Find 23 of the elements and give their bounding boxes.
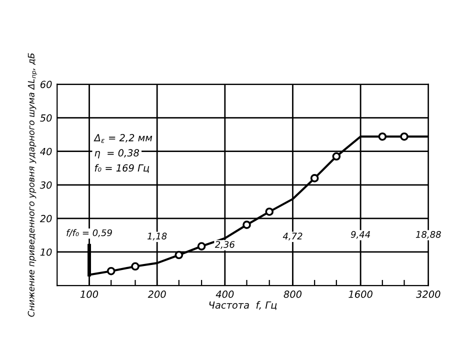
x-tick-label: 800 <box>284 290 302 298</box>
annotation: 18,88 <box>416 231 441 239</box>
annotation: 2,36 <box>214 241 235 249</box>
y-tick-label: 30 <box>40 181 52 189</box>
x-tick-label: 1600 <box>348 290 372 298</box>
y-tick-label: 60 <box>40 80 52 88</box>
y-axis-title: Снижение приведенного уровня ударного шума ΔL$_{пр}$, дБ <box>28 53 38 317</box>
y-tick-label: 50 <box>40 114 52 122</box>
annotation: 4,72 <box>282 232 302 240</box>
annotation: η = 0,38 <box>94 149 140 158</box>
y-tick-label: 20 <box>40 214 52 222</box>
annotation: 1,18 <box>147 232 167 240</box>
y-tick-label: 10 <box>40 248 52 256</box>
x-tick-label: 400 <box>216 290 234 298</box>
x-tick-label: 200 <box>148 290 166 298</box>
y-tick-label: 40 <box>40 148 52 156</box>
x-axis-title: Частота f, Гц <box>209 301 277 310</box>
annotation: 9,44 <box>350 231 370 239</box>
annotation: f/f₀ = 0,59 <box>66 229 112 238</box>
x-tick-label: 100 <box>80 290 98 298</box>
annotation: Δ$_{ε}$ = 2,2 мм <box>94 134 152 143</box>
x-tick-label: 3200 <box>416 290 440 298</box>
annotation: f₀ = 169 Гц <box>94 164 150 173</box>
